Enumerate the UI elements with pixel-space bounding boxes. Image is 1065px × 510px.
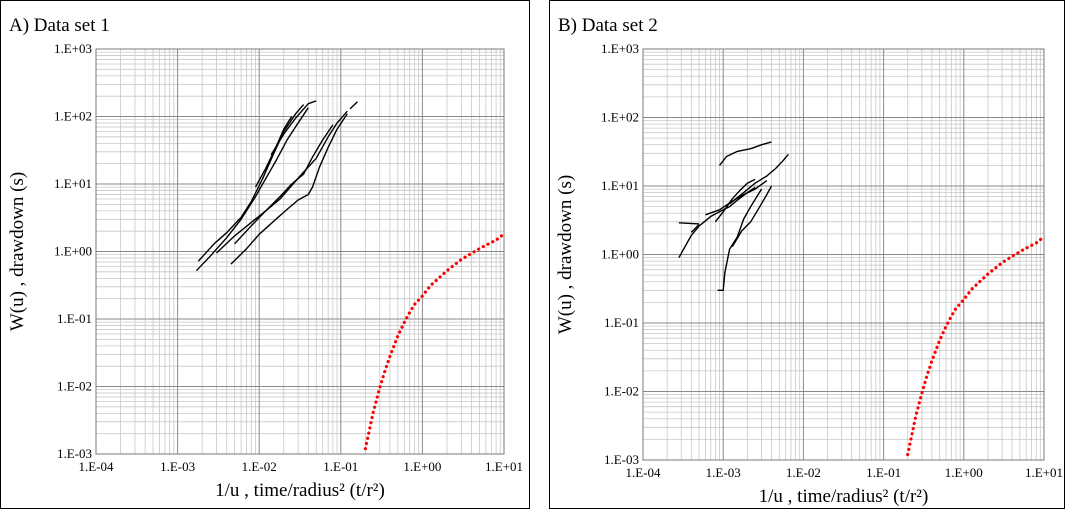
x-tick-label: 1.E-02 (242, 459, 277, 474)
series-group (678, 141, 1044, 457)
chart-a-svg: 1.E-04 1.E-03 1.E-02 1.E-01 1.E+00 1.E+011.E-… (7, 41, 523, 501)
y-tick-label: 1.E-01 (57, 311, 92, 326)
drawdown-series-5 (216, 110, 348, 254)
y-tick-label: 1.E+02 (601, 110, 639, 125)
drawdown-series-2 (678, 222, 700, 225)
y-tick-label: 1.E-03 (604, 452, 639, 467)
y-axis-title: W(u) , drawdown (s) (555, 175, 576, 334)
drawdown-series-8 (349, 101, 358, 110)
drawdown-series-8 (717, 188, 763, 291)
drawdown-series-4 (270, 100, 317, 156)
drawdown-series-6 (230, 113, 348, 265)
drawdown-series-9 (731, 185, 773, 248)
x-tick-label: 1.E-03 (706, 465, 741, 480)
grid-major (643, 49, 1044, 460)
theis-type-curve (363, 232, 504, 451)
drawdown-series-3 (690, 223, 700, 233)
drawdown-series-1 (678, 186, 756, 258)
drawdown-series-2 (197, 104, 305, 262)
y-tick-label: 1.E+01 (601, 178, 639, 193)
drawdown-series-6 (718, 141, 772, 166)
y-tick-label: 1.E+00 (601, 247, 639, 262)
y-tick-label: 1.E-02 (57, 379, 92, 394)
drawdown-series-7 (234, 124, 334, 245)
y-tick-label: 1.E-02 (604, 384, 639, 399)
x-tick-label: 1.E+01 (1025, 465, 1063, 480)
chart-title: A) Data set 1 (9, 15, 110, 36)
drawdown-series-5 (714, 178, 756, 223)
x-tick-label: 1.E+01 (485, 459, 523, 474)
plot-area-border (95, 48, 505, 455)
x-tick-label: 1.E-04 (78, 459, 114, 474)
y-tick-label: 1.E-03 (57, 446, 92, 461)
plot-area-border (642, 48, 1045, 461)
y-tick-label: 1.E+03 (54, 41, 92, 56)
chart-b-svg: 1.E-04 1.E-03 1.E-02 1.E-01 1.E+00 1.E+011.E-… (555, 41, 1063, 507)
x-tick-label: 1.E+00 (403, 459, 441, 474)
y-tick-label: 1.E-01 (604, 315, 639, 330)
x-tick-label: 1.E+00 (945, 465, 983, 480)
x-tick-label: 1.E-03 (160, 459, 195, 474)
series-group (195, 100, 504, 451)
drawdown-series-7 (729, 153, 789, 205)
x-tick-label: 1.E-04 (625, 465, 661, 480)
drawdown-series-1 (195, 107, 309, 272)
grid-major (96, 49, 504, 454)
y-tick-label: 1.E+03 (601, 41, 639, 56)
x-tick-label: 1.E-01 (323, 459, 358, 474)
x-axis-title: 1/u , time/radius² (t/r²) (215, 480, 385, 501)
chart-title: B) Data set 2 (558, 15, 658, 36)
x-tick-label: 1.E-02 (786, 465, 821, 480)
x-tick-label: 1.E-01 (866, 465, 901, 480)
chart-panel-b: B) Data set 2 1.E-04 1.E-03 1.E-02 1.E-01 1.… (549, 0, 1065, 509)
y-axis-title: W(u) , drawdown (s) (7, 172, 28, 331)
y-tick-label: 1.E+02 (54, 109, 92, 124)
y-tick-label: 1.E+00 (54, 244, 92, 259)
y-tick-label: 1.E+01 (54, 176, 92, 191)
chart-panel-a: A) Data set 1 1.E-04 1.E-03 1.E-02 1.E-01 1.… (0, 0, 530, 509)
x-axis-title: 1/u , time/radius² (t/r²) (759, 486, 929, 507)
